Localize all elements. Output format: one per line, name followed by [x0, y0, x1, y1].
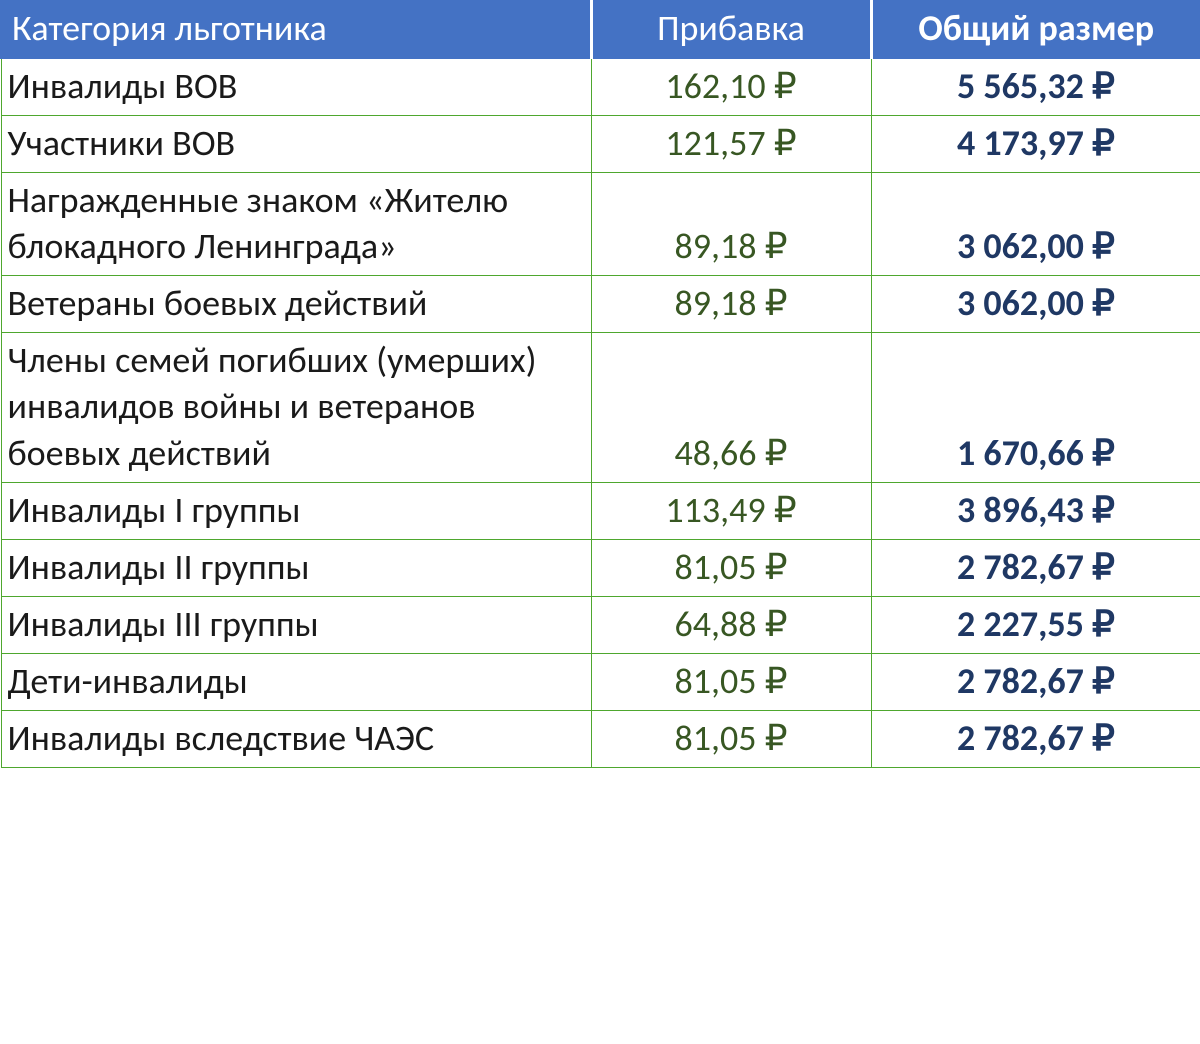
cell-category: Участники ВОВ: [1, 116, 591, 173]
cell-category: Инвалиды вследствие ЧАЭС: [1, 710, 591, 767]
table-row: Инвалиды III группы 64,88 ₽ 2 227,55 ₽: [1, 596, 1200, 653]
table-row: Ветераны боевых действий 89,18 ₽ 3 062,0…: [1, 276, 1200, 333]
table-header: Категория льготника Прибавка Общий разме…: [1, 1, 1200, 58]
benefits-table-container: Категория льготника Прибавка Общий разме…: [0, 0, 1200, 768]
cell-addition: 64,88 ₽: [591, 596, 871, 653]
cell-category: Ветераны боевых действий: [1, 276, 591, 333]
table-header-row: Категория льготника Прибавка Общий разме…: [1, 1, 1200, 58]
cell-total: 3 062,00 ₽: [871, 173, 1200, 276]
cell-addition: 121,57 ₽: [591, 116, 871, 173]
cell-addition: 81,05 ₽: [591, 653, 871, 710]
col-header-addition: Прибавка: [591, 1, 871, 58]
cell-addition: 81,05 ₽: [591, 710, 871, 767]
cell-category: Члены семей погибших (умерших) инвалидов…: [1, 333, 591, 482]
benefits-table: Категория льготника Прибавка Общий разме…: [0, 0, 1200, 768]
table-row: Члены семей погибших (умерших) инвалидов…: [1, 333, 1200, 482]
cell-addition: 89,18 ₽: [591, 173, 871, 276]
cell-addition: 162,10 ₽: [591, 58, 871, 116]
col-header-category: Категория льготника: [1, 1, 591, 58]
cell-addition: 81,05 ₽: [591, 539, 871, 596]
table-row: Инвалиды I группы 113,49 ₽ 3 896,43 ₽: [1, 482, 1200, 539]
cell-category: Инвалиды II группы: [1, 539, 591, 596]
cell-category: Дети-инвалиды: [1, 653, 591, 710]
table-row: Инвалиды ВОВ 162,10 ₽ 5 565,32 ₽: [1, 58, 1200, 116]
col-header-total: Общий размер: [871, 1, 1200, 58]
cell-total: 2 782,67 ₽: [871, 710, 1200, 767]
cell-addition: 89,18 ₽: [591, 276, 871, 333]
cell-addition: 48,66 ₽: [591, 333, 871, 482]
table-body: Инвалиды ВОВ 162,10 ₽ 5 565,32 ₽ Участни…: [1, 58, 1200, 768]
table-row: Инвалиды II группы 81,05 ₽ 2 782,67 ₽: [1, 539, 1200, 596]
cell-total: 2 782,67 ₽: [871, 539, 1200, 596]
cell-total: 3 062,00 ₽: [871, 276, 1200, 333]
cell-total: 2 782,67 ₽: [871, 653, 1200, 710]
cell-total: 2 227,55 ₽: [871, 596, 1200, 653]
cell-category: Инвалиды ВОВ: [1, 58, 591, 116]
cell-total: 4 173,97 ₽: [871, 116, 1200, 173]
cell-category: Инвалиды III группы: [1, 596, 591, 653]
cell-addition: 113,49 ₽: [591, 482, 871, 539]
cell-total: 3 896,43 ₽: [871, 482, 1200, 539]
cell-category: Инвалиды I группы: [1, 482, 591, 539]
table-row: Участники ВОВ 121,57 ₽ 4 173,97 ₽: [1, 116, 1200, 173]
cell-total: 1 670,66 ₽: [871, 333, 1200, 482]
table-row: Инвалиды вследствие ЧАЭС 81,05 ₽ 2 782,6…: [1, 710, 1200, 767]
table-row: Дети-инвалиды 81,05 ₽ 2 782,67 ₽: [1, 653, 1200, 710]
cell-total: 5 565,32 ₽: [871, 58, 1200, 116]
table-row: Награжденные знаком «Жителю блокадного Л…: [1, 173, 1200, 276]
cell-category: Награжденные знаком «Жителю блокадного Л…: [1, 173, 591, 276]
